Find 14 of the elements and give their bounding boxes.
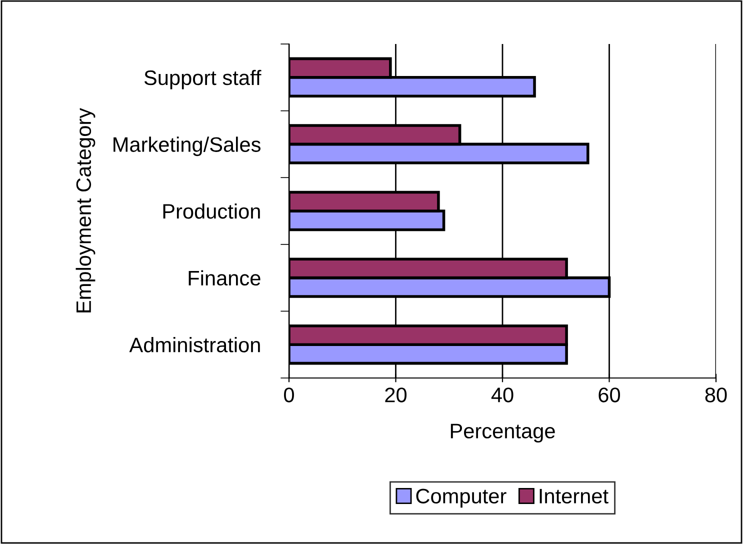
y-tick-label: Support staff <box>144 70 262 90</box>
y-axis-title: Employment Category <box>76 108 96 312</box>
legend-label: Internet <box>540 488 608 504</box>
x-tick-label: 20 <box>385 388 407 402</box>
y-tick-label: Marketing/Sales <box>114 136 260 156</box>
x-axis-title: Percentage <box>450 424 555 443</box>
x-tick-label: 80 <box>705 388 727 402</box>
y-tick-label: Production <box>163 203 260 219</box>
legend-label: Computer <box>416 488 506 508</box>
y-tick-label: Administration <box>129 337 260 352</box>
x-tick-label: 0 <box>284 388 294 402</box>
y-tick-label: Finance <box>188 270 260 286</box>
x-tick-label: 40 <box>491 388 514 402</box>
x-tick-label: 60 <box>598 388 620 402</box>
